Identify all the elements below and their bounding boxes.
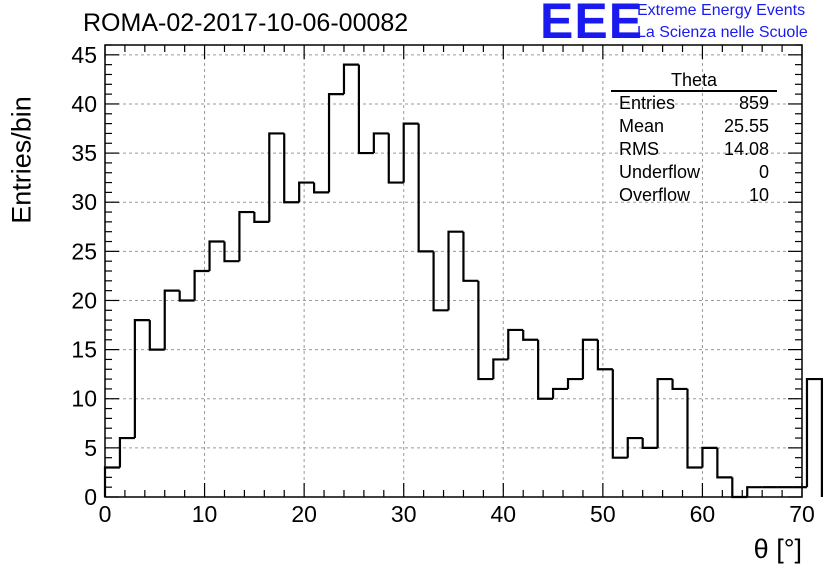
y-tick-label: 30 bbox=[71, 189, 97, 215]
histogram-bin bbox=[581, 338, 598, 380]
y-tick-label: 25 bbox=[71, 238, 97, 264]
histogram-bin bbox=[507, 328, 524, 360]
histogram-bin bbox=[342, 63, 359, 95]
grid-lines bbox=[105, 45, 802, 497]
stats-value: 0 bbox=[758, 162, 769, 182]
histogram-bin bbox=[626, 436, 643, 458]
y-tick-label: 40 bbox=[71, 91, 97, 117]
stats-value: 859 bbox=[738, 93, 769, 113]
histogram-bin bbox=[313, 182, 330, 194]
histogram-bin bbox=[268, 132, 285, 222]
histogram-bin bbox=[223, 241, 240, 263]
y-tick-label: 15 bbox=[71, 337, 97, 363]
stats-label: Mean bbox=[619, 116, 665, 136]
histogram-bin bbox=[492, 358, 509, 380]
histogram-bin bbox=[357, 64, 374, 155]
histogram-bin bbox=[178, 290, 195, 302]
stats-row-overflow: Overflow 10 bbox=[611, 184, 777, 207]
histogram-bin bbox=[611, 369, 628, 459]
axis-tick-labels: 0 10 20 30 40 50 60 70 0 5 10 15 20 25 30 35 40 45 bbox=[71, 42, 814, 527]
stats-label: Entries bbox=[619, 93, 676, 113]
stats-label: Overflow bbox=[619, 185, 691, 205]
histogram-bin bbox=[372, 132, 389, 154]
histogram-bin bbox=[432, 251, 449, 312]
histogram-bin bbox=[298, 181, 315, 203]
histogram-bin bbox=[701, 446, 718, 468]
histogram-bin bbox=[671, 379, 688, 391]
histogram-bin bbox=[641, 438, 658, 449]
stats-label: Underflow bbox=[619, 162, 701, 182]
histogram-bin bbox=[118, 436, 135, 468]
stats-value: 14.08 bbox=[723, 139, 769, 159]
stats-title: Theta bbox=[611, 70, 777, 92]
x-tick-label: 50 bbox=[590, 501, 616, 527]
histogram-bin bbox=[462, 231, 479, 282]
histogram-bin bbox=[402, 122, 419, 183]
x-tick-label: 20 bbox=[291, 501, 317, 527]
stats-row-underflow: Underflow 0 bbox=[611, 161, 777, 184]
y-tick-label: 35 bbox=[71, 140, 97, 166]
axis-ticks bbox=[104, 44, 803, 498]
histogram-bin bbox=[805, 377, 824, 497]
stats-box: Theta Entries 859 Mean 25.55 RMS 14.08 U… bbox=[611, 70, 777, 207]
histogram-bin bbox=[716, 447, 733, 479]
histogram-bin bbox=[387, 133, 404, 184]
histogram-bin bbox=[477, 280, 494, 381]
histogram-bin bbox=[327, 93, 344, 193]
histogram-bin bbox=[746, 486, 763, 497]
stats-value: 10 bbox=[748, 185, 769, 205]
stats-value: 25.55 bbox=[723, 116, 769, 136]
histogram-bin bbox=[656, 377, 673, 448]
histogram-bin bbox=[163, 289, 180, 350]
stats-row-entries: Entries 859 bbox=[611, 92, 777, 115]
histogram-bin bbox=[522, 329, 539, 341]
x-tick-label: 60 bbox=[690, 501, 716, 527]
y-tick-label: 20 bbox=[71, 287, 97, 313]
stats-row-mean: Mean 25.55 bbox=[611, 115, 777, 138]
x-tick-label: 10 bbox=[192, 501, 218, 527]
x-axis-label: θ [°] bbox=[753, 534, 802, 564]
eee-logo: EEE bbox=[540, 0, 644, 49]
y-axis-label: Entries/bin bbox=[6, 96, 37, 224]
histogram-bin bbox=[208, 240, 225, 271]
y-tick-label: 0 bbox=[84, 484, 97, 510]
histogram-bin bbox=[447, 230, 464, 311]
histogram-bin bbox=[596, 339, 613, 371]
y-tick-label: 45 bbox=[71, 42, 97, 68]
x-tick-label: 0 bbox=[99, 501, 112, 527]
histogram-bin bbox=[731, 477, 748, 499]
chart-title: ROMA-02-2017-10-06-00082 bbox=[83, 9, 409, 37]
y-tick-label: 10 bbox=[71, 386, 97, 412]
logo-caption-line2: La Scienza nelle Scuole bbox=[637, 24, 808, 41]
x-tick-label: 70 bbox=[789, 501, 815, 527]
y-tick-label: 5 bbox=[84, 435, 97, 461]
x-tick-label: 40 bbox=[490, 501, 516, 527]
x-tick-label: 30 bbox=[391, 501, 417, 527]
histogram-bin bbox=[193, 269, 210, 301]
histogram-bin bbox=[133, 319, 150, 439]
histogram-bin bbox=[551, 387, 569, 399]
logo-caption-line1: Extreme Energy Events bbox=[637, 2, 806, 19]
histogram-bin bbox=[417, 123, 434, 253]
histogram-bin bbox=[103, 466, 120, 497]
histogram-bin bbox=[148, 320, 165, 351]
histogram-bins bbox=[103, 63, 824, 499]
histogram-bin bbox=[537, 339, 554, 400]
histogram-bin bbox=[253, 212, 270, 223]
histogram-bin bbox=[283, 133, 300, 204]
histogram-bin bbox=[566, 377, 583, 389]
stats-row-rms: RMS 14.08 bbox=[611, 138, 777, 161]
stats-label: RMS bbox=[619, 139, 659, 159]
histogram-bin bbox=[686, 388, 703, 469]
histogram-bin bbox=[238, 210, 255, 262]
